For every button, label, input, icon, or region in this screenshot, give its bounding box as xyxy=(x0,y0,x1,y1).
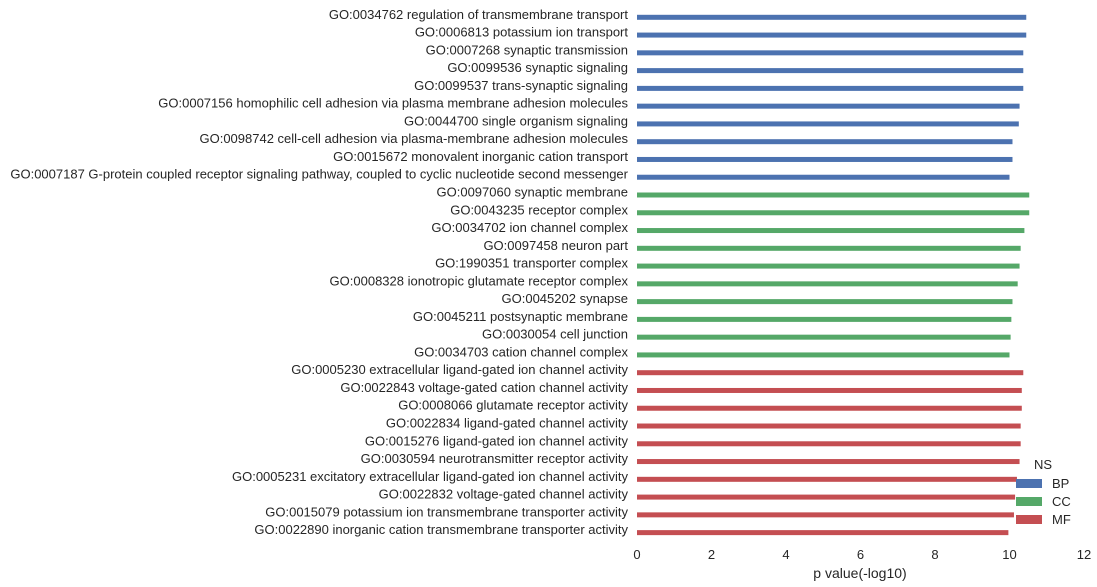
y-tick-label: GO:0097458 neuron part xyxy=(483,238,628,253)
legend-swatch-bp xyxy=(1016,479,1042,488)
y-tick-label: GO:1990351 transporter complex xyxy=(435,256,628,271)
bar-mf-24 xyxy=(637,441,1021,447)
bar-cc-10 xyxy=(637,192,1030,198)
x-tick-label: 4 xyxy=(782,547,789,562)
y-tick-label: GO:0006813 potassium ion transport xyxy=(415,25,629,40)
y-axis-labels: GO:0034762 regulation of transmembrane t… xyxy=(10,7,628,537)
y-tick-label: GO:0045202 synapse xyxy=(502,291,628,306)
bar-mf-22 xyxy=(637,405,1022,411)
y-tick-label: GO:0030054 cell junction xyxy=(482,327,628,342)
bar-bp-9 xyxy=(637,174,1010,180)
bar-mf-26 xyxy=(637,476,1017,482)
y-tick-label: GO:0030594 neurotransmitter receptor act… xyxy=(361,451,629,466)
y-tick-label: GO:0007156 homophilic cell adhesion via … xyxy=(158,96,628,111)
y-tick-label: GO:0022843 voltage-gated cation channel … xyxy=(340,380,628,395)
bars-layer xyxy=(637,14,1030,536)
x-axis-label: p value(-log10) xyxy=(813,565,906,581)
bar-cc-18 xyxy=(637,334,1011,340)
y-tick-label: GO:0015672 monovalent inorganic cation t… xyxy=(333,149,628,164)
y-tick-label: GO:0022890 inorganic cation transmembran… xyxy=(254,522,628,537)
y-tick-label: GO:0034702 ion channel complex xyxy=(431,220,628,235)
legend-label-cc: CC xyxy=(1052,494,1071,509)
x-tick-label: 6 xyxy=(857,547,864,562)
y-tick-label: GO:0034703 cation channel complex xyxy=(414,344,628,359)
x-axis-ticks: 0 2 4 6 8 10 12 xyxy=(633,547,1091,562)
bar-cc-16 xyxy=(637,299,1013,305)
bar-cc-13 xyxy=(637,245,1021,251)
y-tick-label: GO:0044700 single organism signaling xyxy=(404,113,628,128)
legend-swatch-cc xyxy=(1016,497,1042,506)
bar-cc-14 xyxy=(637,263,1020,269)
y-tick-label: GO:0015079 potassium ion transmembrane t… xyxy=(265,504,628,519)
bar-mf-28 xyxy=(637,512,1014,518)
bar-bp-7 xyxy=(637,139,1013,145)
x-tick-label: 2 xyxy=(708,547,715,562)
y-tick-label: GO:0005230 extracellular ligand-gated io… xyxy=(291,362,628,377)
bar-bp-8 xyxy=(637,156,1013,162)
bar-mf-29 xyxy=(637,530,1009,536)
legend-label-bp: BP xyxy=(1052,476,1069,491)
bar-bp-6 xyxy=(637,121,1019,127)
y-tick-label: GO:0007187 G-protein coupled receptor si… xyxy=(10,167,628,182)
bar-cc-15 xyxy=(637,281,1018,287)
bar-bp-0 xyxy=(637,14,1027,20)
bar-mf-25 xyxy=(637,459,1020,465)
bar-bp-2 xyxy=(637,50,1024,56)
y-tick-label: GO:0005231 excitatory extracellular liga… xyxy=(232,469,629,484)
bar-bp-4 xyxy=(637,85,1024,91)
bar-mf-27 xyxy=(637,494,1016,500)
y-tick-label: GO:0034762 regulation of transmembrane t… xyxy=(329,7,629,22)
bar-cc-12 xyxy=(637,228,1025,234)
bar-mf-23 xyxy=(637,423,1021,429)
bar-bp-3 xyxy=(637,68,1024,74)
bar-bp-5 xyxy=(637,103,1020,109)
y-tick-label: GO:0007268 synaptic transmission xyxy=(426,42,628,57)
x-tick-label: 8 xyxy=(931,547,938,562)
y-tick-label: GO:0022832 voltage-gated channel activit… xyxy=(379,487,629,502)
bar-cc-19 xyxy=(637,352,1010,358)
bar-mf-20 xyxy=(637,370,1024,376)
bar-cc-17 xyxy=(637,316,1012,322)
legend-swatch-mf xyxy=(1016,515,1042,524)
legend-title: NS xyxy=(1034,457,1052,472)
bar-bp-1 xyxy=(637,32,1027,38)
y-tick-label: GO:0008066 glutamate receptor activity xyxy=(398,398,628,413)
y-tick-label: GO:0008328 ionotropic glutamate receptor… xyxy=(330,273,629,288)
x-tick-label: 10 xyxy=(1002,547,1016,562)
y-tick-label: GO:0015276 ligand-gated ion channel acti… xyxy=(365,433,629,448)
x-tick-label: 0 xyxy=(633,547,640,562)
y-tick-label: GO:0097060 synaptic membrane xyxy=(437,185,629,200)
y-tick-label: GO:0045211 postsynaptic membrane xyxy=(413,309,628,324)
y-tick-label: GO:0043235 receptor complex xyxy=(450,202,628,217)
bar-mf-21 xyxy=(637,387,1022,393)
y-tick-label: GO:0099536 synaptic signaling xyxy=(447,60,628,75)
y-tick-label: GO:0022834 ligand-gated channel activity xyxy=(386,416,629,431)
legend-label-mf: MF xyxy=(1052,512,1071,527)
x-tick-label: 12 xyxy=(1077,547,1091,562)
y-tick-label: GO:0098742 cell-cell adhesion via plasma… xyxy=(199,131,628,146)
bar-cc-11 xyxy=(637,210,1030,216)
y-tick-label: GO:0099537 trans-synaptic signaling xyxy=(414,78,628,93)
